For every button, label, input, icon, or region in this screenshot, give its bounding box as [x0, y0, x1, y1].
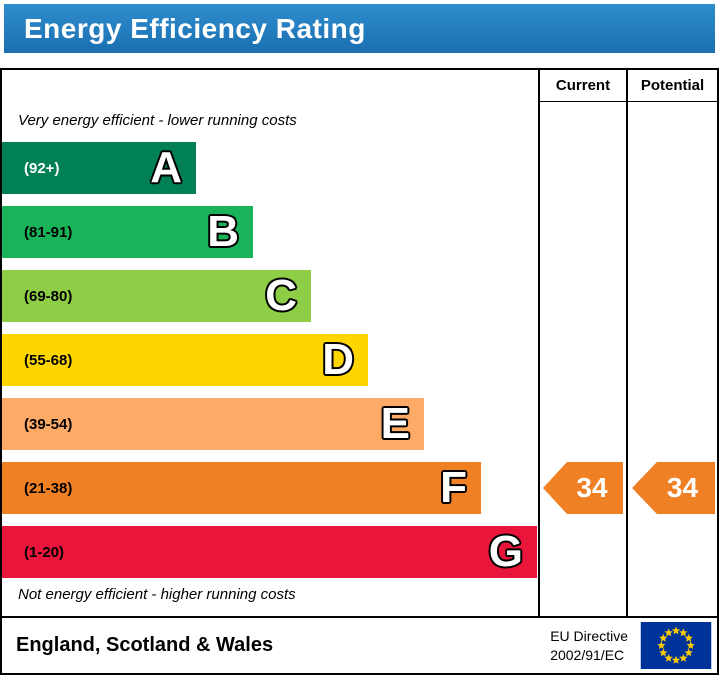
page-title: Energy Efficiency Rating	[24, 12, 366, 44]
band-range: (39-54)	[24, 415, 73, 433]
region-label: England, Scotland & Wales	[16, 634, 274, 656]
band-row-d: (55-68) D	[2, 334, 368, 386]
band-row-b: (81-91) B	[2, 206, 253, 258]
band-range: (1-20)	[24, 543, 65, 561]
band-letter: F	[440, 463, 467, 512]
band-letter: C	[265, 271, 297, 320]
title-banner: Energy Efficiency Rating	[4, 4, 715, 53]
top-note: Very energy efficient - lower running co…	[18, 112, 297, 129]
band-range: (81-91)	[24, 223, 73, 241]
potential-rating-value: 34	[666, 472, 699, 503]
band-letter: D	[322, 335, 354, 384]
current-rating-value: 34	[576, 472, 608, 503]
band-letter: E	[380, 399, 410, 448]
band-row-g: (1-20) G	[2, 526, 537, 578]
rating-bands: (92+) A (81-91) B (69-80) C (55-68) D (3…	[2, 142, 538, 578]
bottom-note: Not energy efficient - higher running co…	[18, 586, 296, 603]
footer: England, Scotland & Wales EU Directive 2…	[0, 616, 719, 675]
eu-directive-label: EU Directive 2002/91/EC	[550, 627, 628, 665]
band-range: (55-68)	[24, 351, 73, 369]
band-row-e: (39-54) E	[2, 398, 424, 450]
band-range: (69-80)	[24, 287, 73, 305]
current-column-header: Current	[540, 70, 626, 102]
eu-directive-line1: EU Directive	[550, 627, 628, 644]
current-column: Current	[538, 70, 626, 616]
band-row-a: (92+) A	[2, 142, 196, 194]
band-row-f: (21-38) F	[2, 462, 481, 514]
potential-column-header: Potential	[628, 70, 717, 102]
band-row-c: (69-80) C	[2, 270, 311, 322]
band-letter: B	[207, 207, 239, 256]
band-letter: G	[488, 527, 523, 576]
band-range: (92+)	[24, 159, 60, 177]
eu-directive-line2: 2002/91/EC	[550, 646, 625, 663]
band-range: (21-38)	[24, 479, 73, 497]
energy-rating-chart: Current Potential Very energy efficient …	[0, 68, 719, 618]
band-letter: A	[150, 143, 182, 192]
potential-column: Potential	[626, 70, 717, 616]
eu-flag-icon	[640, 622, 712, 669]
